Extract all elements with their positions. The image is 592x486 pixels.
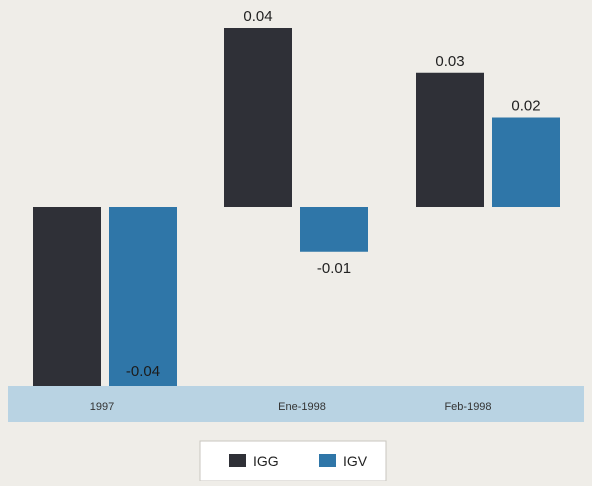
bar-igg-ene-1998 (224, 28, 292, 207)
data-label-igv-ene-1998: -0.01 (317, 260, 351, 277)
data-labels-layer: -0.04 0.04 -0.01 0.03 0.02 (126, 8, 541, 380)
legend-swatch-igv (319, 454, 336, 467)
bar-igg-1997 (33, 207, 101, 386)
bar-igg-feb-1998 (416, 72, 484, 207)
category-band (8, 386, 584, 422)
data-label-igg-ene-1998: 0.04 (243, 8, 272, 25)
category-axis: 1997 Ene-1998 Feb-1998 (8, 386, 584, 422)
data-label-igv-1997: -0.04 (126, 363, 160, 380)
tick-label-1997: 1997 (90, 401, 114, 413)
bar-igv-feb-1998 (492, 117, 560, 207)
tick-label-ene-1998: Ene-1998 (278, 401, 326, 413)
legend-label-igg: IGG (253, 453, 279, 469)
bar-igv-ene-1998 (300, 207, 368, 252)
tick-label-feb-1998: Feb-1998 (444, 401, 491, 413)
legend-swatch-igg (229, 454, 246, 467)
bars-layer (33, 28, 560, 386)
bar-igv-1997 (109, 207, 177, 386)
data-label-igv-feb-1998: 0.02 (511, 98, 540, 115)
data-label-igg-feb-1998: 0.03 (435, 53, 464, 70)
legend-label-igv: IGV (343, 453, 368, 469)
legend: IGG IGV (199, 440, 387, 482)
